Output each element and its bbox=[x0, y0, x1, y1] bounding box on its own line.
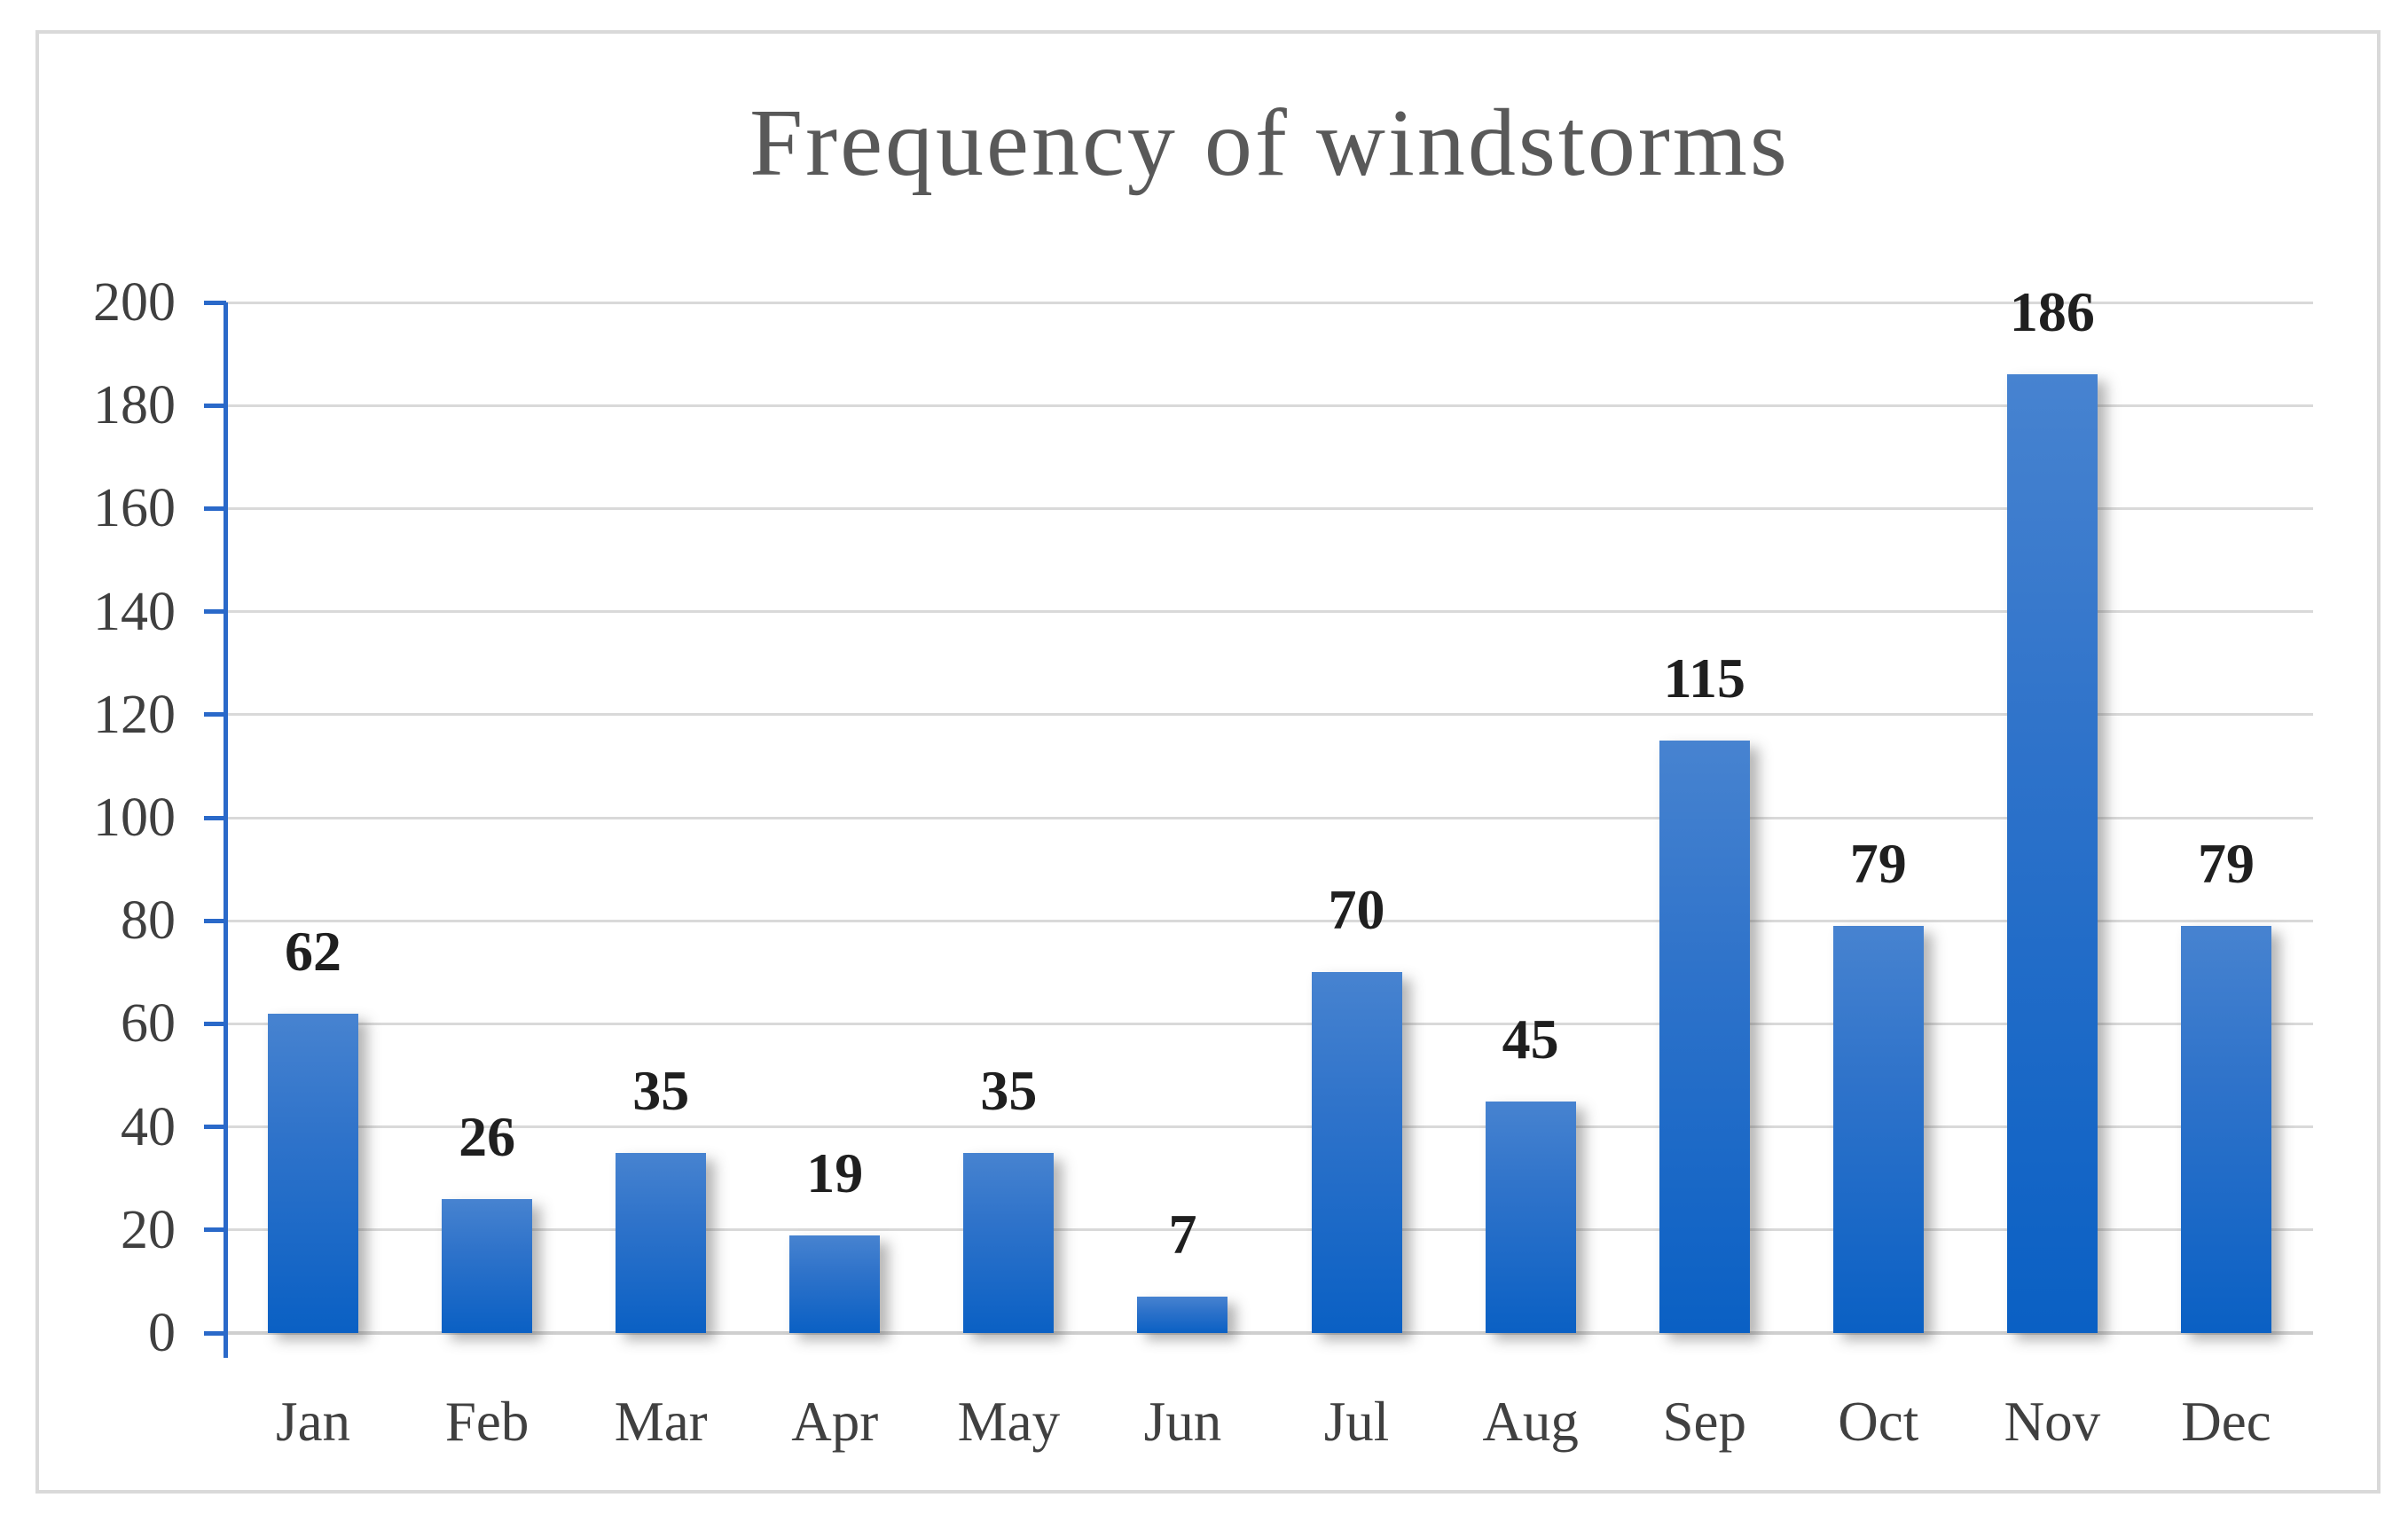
gridline-160 bbox=[226, 506, 2313, 510]
data-label-oct: 79 bbox=[1849, 832, 1907, 895]
y-tick-mark-40 bbox=[204, 1125, 226, 1130]
y-axis-line bbox=[224, 302, 228, 1358]
gridline-100 bbox=[226, 816, 2313, 819]
data-label-mar: 35 bbox=[632, 1058, 690, 1122]
x-tick-label-jan: Jan bbox=[276, 1391, 351, 1453]
bar-jan bbox=[268, 1013, 359, 1333]
y-tick-label-20: 20 bbox=[121, 1199, 176, 1260]
bar-jul bbox=[1311, 972, 1402, 1333]
bar-apr bbox=[789, 1235, 881, 1333]
gridline-60 bbox=[226, 1022, 2313, 1025]
y-tick-mark-60 bbox=[204, 1021, 226, 1026]
y-tick-label-60: 60 bbox=[121, 993, 176, 1055]
chart-frame-border bbox=[35, 30, 2381, 1494]
y-tick-label-160: 160 bbox=[93, 478, 176, 539]
gridline-40 bbox=[226, 1125, 2313, 1129]
bar-sep bbox=[1659, 740, 1750, 1333]
y-tick-mark-0 bbox=[204, 1330, 226, 1336]
y-tick-mark-80 bbox=[204, 918, 226, 923]
gridline-180 bbox=[226, 404, 2313, 407]
y-tick-mark-140 bbox=[204, 609, 226, 615]
x-tick-label-mar: Mar bbox=[614, 1391, 708, 1453]
y-tick-mark-100 bbox=[204, 815, 226, 820]
bar-oct bbox=[1832, 926, 1924, 1333]
data-label-feb: 26 bbox=[459, 1104, 516, 1168]
y-tick-label-120: 120 bbox=[93, 684, 176, 745]
x-axis-line bbox=[226, 1331, 2313, 1335]
chart-title: Frequency of windstorms bbox=[749, 90, 1790, 196]
data-label-aug: 45 bbox=[1502, 1007, 1559, 1070]
bar-feb bbox=[442, 1198, 533, 1333]
y-tick-mark-200 bbox=[204, 300, 226, 305]
y-tick-label-180: 180 bbox=[93, 375, 176, 436]
data-label-jul: 70 bbox=[1328, 878, 1385, 942]
gridline-140 bbox=[226, 610, 2313, 614]
x-tick-label-dec: Dec bbox=[2181, 1391, 2271, 1453]
bar-jun bbox=[1137, 1297, 1228, 1333]
y-tick-label-40: 40 bbox=[121, 1096, 176, 1157]
bar-nov bbox=[2006, 374, 2098, 1333]
y-tick-mark-120 bbox=[204, 712, 226, 717]
y-tick-label-80: 80 bbox=[121, 890, 176, 952]
y-tick-mark-180 bbox=[204, 403, 226, 408]
bar-aug bbox=[1485, 1101, 1576, 1333]
gridline-120 bbox=[226, 713, 2313, 717]
gridline-200 bbox=[226, 301, 2313, 304]
data-label-jun: 7 bbox=[1168, 1203, 1197, 1266]
bar-may bbox=[963, 1152, 1055, 1333]
x-tick-label-jul: Jul bbox=[1323, 1391, 1390, 1453]
y-tick-label-100: 100 bbox=[93, 788, 176, 848]
data-label-sep: 115 bbox=[1663, 646, 1745, 710]
y-tick-label-0: 0 bbox=[148, 1303, 176, 1363]
bar-dec bbox=[2180, 926, 2271, 1333]
data-label-jan: 62 bbox=[285, 919, 342, 983]
data-label-may: 35 bbox=[980, 1058, 1038, 1122]
x-tick-label-apr: Apr bbox=[791, 1391, 879, 1453]
y-tick-label-140: 140 bbox=[93, 581, 176, 642]
x-tick-label-jun: Jun bbox=[1143, 1391, 1222, 1453]
x-tick-label-oct: Oct bbox=[1838, 1391, 1919, 1453]
bar-mar bbox=[616, 1152, 707, 1333]
gridline-80 bbox=[226, 919, 2313, 922]
x-tick-label-sep: Sep bbox=[1662, 1391, 1746, 1453]
y-tick-mark-20 bbox=[204, 1227, 226, 1233]
y-tick-label-200: 200 bbox=[93, 272, 176, 333]
x-tick-label-may: May bbox=[957, 1391, 1061, 1453]
x-tick-label-feb: Feb bbox=[444, 1391, 529, 1453]
x-tick-label-aug: Aug bbox=[1482, 1391, 1579, 1453]
y-tick-mark-160 bbox=[204, 506, 226, 511]
data-label-dec: 79 bbox=[2197, 832, 2255, 895]
gridline-20 bbox=[226, 1228, 2313, 1232]
x-tick-label-nov: Nov bbox=[2004, 1391, 2101, 1453]
data-label-apr: 19 bbox=[806, 1141, 864, 1204]
data-label-nov: 186 bbox=[2009, 280, 2095, 344]
